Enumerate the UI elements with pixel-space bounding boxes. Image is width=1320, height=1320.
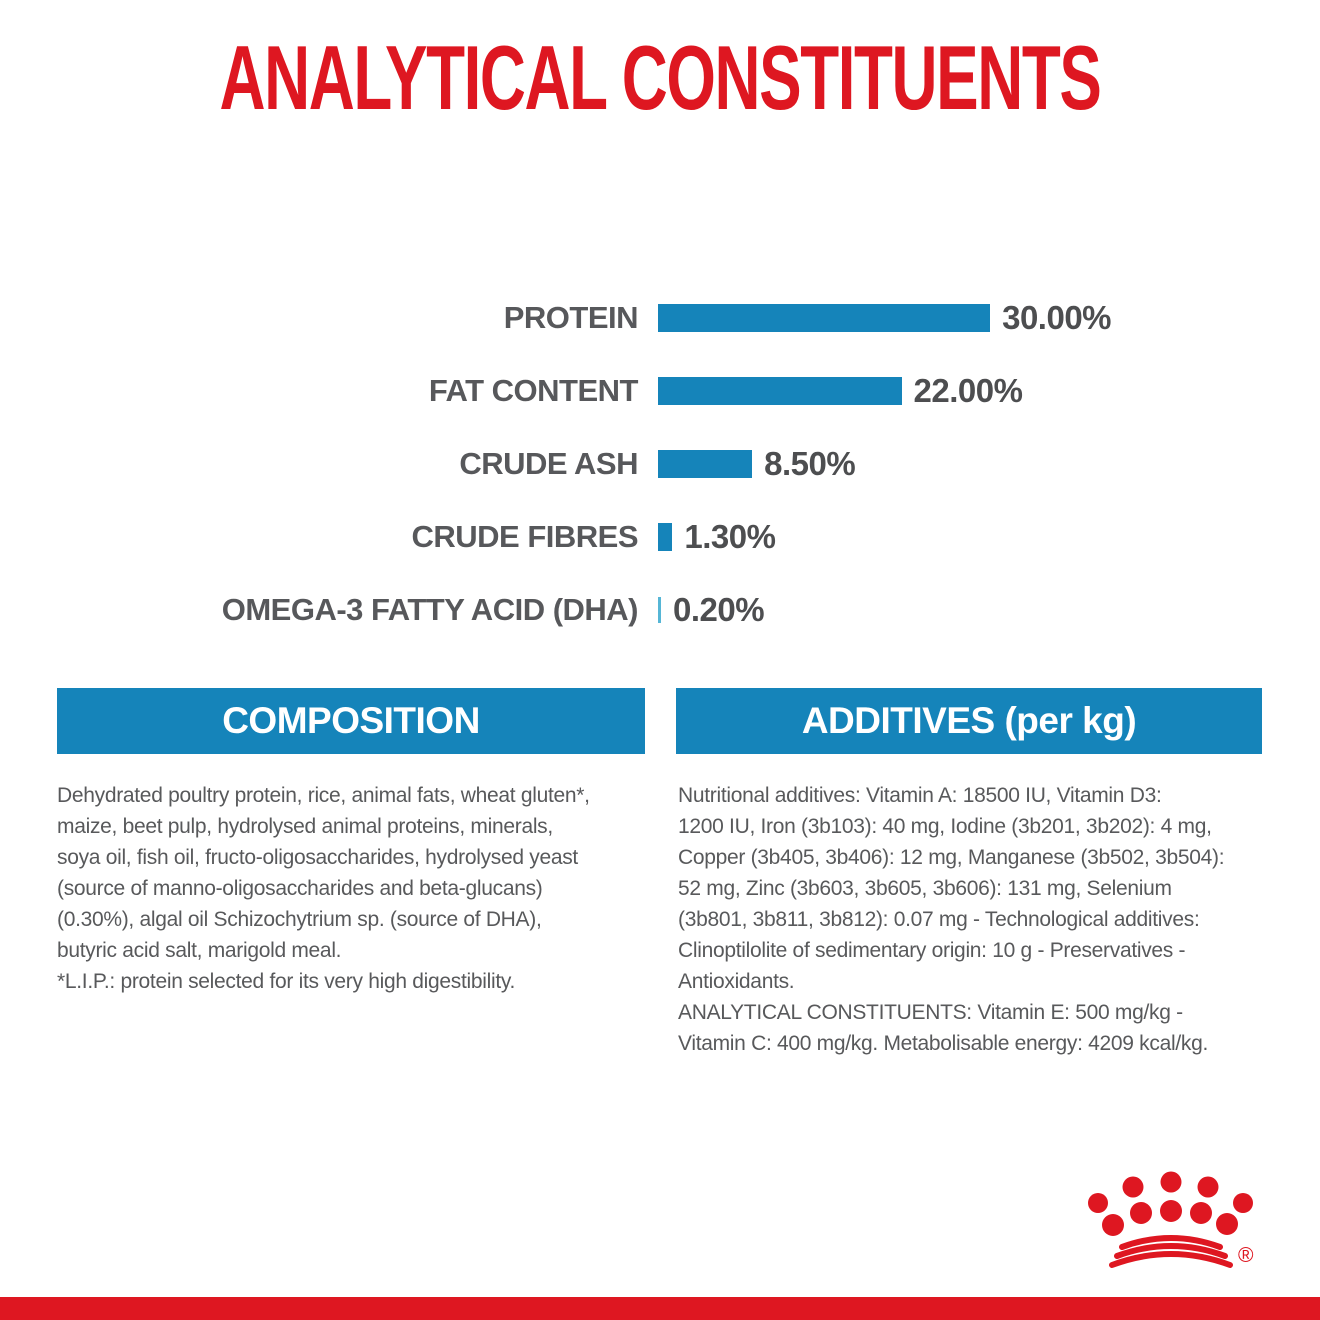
bar-value: 0.20% bbox=[673, 590, 765, 628]
bar-value: 1.30% bbox=[684, 517, 776, 555]
bottom-red-strip bbox=[0, 1297, 1320, 1320]
composition-header: COMPOSITION bbox=[222, 700, 480, 741]
chart-row-crude-ash: CRUDE ASH 8.50% bbox=[0, 427, 1320, 500]
bar-label: PROTEIN bbox=[503, 299, 639, 335]
bar-protein bbox=[658, 303, 991, 332]
bar-label: CRUDE ASH bbox=[459, 445, 638, 481]
bar-crude-ash bbox=[658, 449, 753, 478]
analytical-constituents-chart: PROTEIN 30.00% FAT CONTENT 22.00% CRUDE … bbox=[0, 281, 1320, 646]
bar-fat-content bbox=[658, 376, 902, 405]
bar-omega3 bbox=[658, 596, 661, 623]
chart-row-protein: PROTEIN 30.00% bbox=[0, 281, 1320, 354]
bar-value: 22.00% bbox=[913, 371, 1023, 409]
additives-header: ADDITIVES (per kg) bbox=[801, 700, 1137, 741]
chart-row-omega3: OMEGA-3 FATTY ACID (DHA) 0.20% bbox=[0, 573, 1320, 646]
royal-canin-crown-logo bbox=[1088, 1171, 1253, 1268]
bar-label: CRUDE FIBRES bbox=[411, 518, 638, 554]
additives-body: Nutritional additives: Vitamin A: 18500 … bbox=[678, 784, 1225, 1055]
composition-header-band: COMPOSITION bbox=[57, 688, 645, 754]
bar-label: OMEGA-3 FATTY ACID (DHA) bbox=[221, 591, 639, 627]
bar-value: 8.50% bbox=[764, 444, 856, 482]
composition-body: Dehydrated poultry protein, rice, animal… bbox=[57, 784, 590, 993]
bar-crude-fibres bbox=[658, 522, 673, 551]
chart-row-fat-content: FAT CONTENT 22.00% bbox=[0, 354, 1320, 427]
page-title: ANALYTICAL CONSTITUENTS bbox=[219, 28, 1102, 129]
chart-row-crude-fibres: CRUDE FIBRES 1.30% bbox=[0, 500, 1320, 573]
bar-label: FAT CONTENT bbox=[428, 372, 639, 408]
registered-trademark-symbol: ® bbox=[1238, 1244, 1254, 1267]
bar-value: 30.00% bbox=[1002, 298, 1112, 336]
additives-header-band: ADDITIVES (per kg) bbox=[676, 688, 1262, 754]
